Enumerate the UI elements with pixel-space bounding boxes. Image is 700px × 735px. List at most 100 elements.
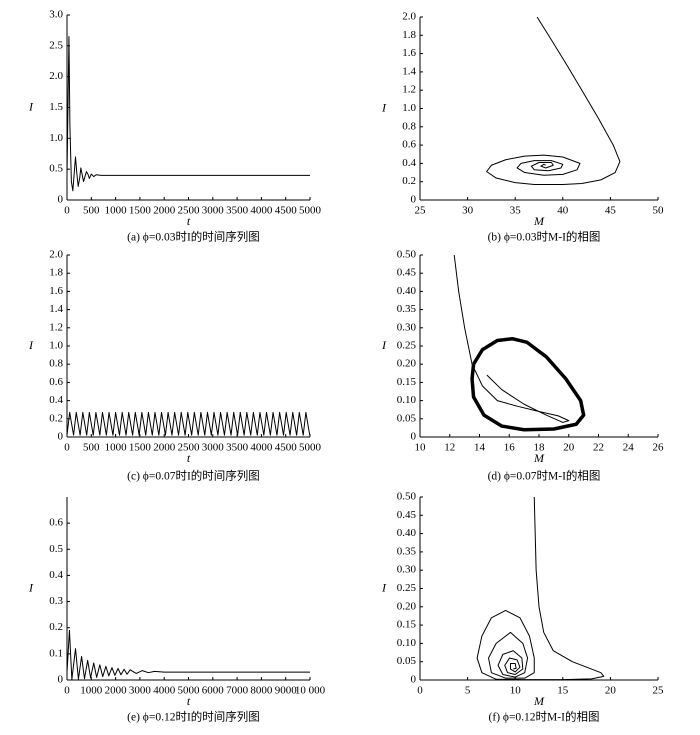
y-tick-label: 0.5 [49,163,63,175]
x-tick-label: 4500 [275,442,298,454]
x-tick-label: 40 [557,205,569,217]
y-tick-label: 1.2 [402,84,416,96]
x-tick-label: 5000 [299,205,322,217]
x-tick-label: 2000 [105,685,128,697]
y-tick-label: 0.6 [402,139,416,151]
caption: (a) ϕ=0.03时I的时间序列图 [127,230,260,244]
y-axis-label: I [381,100,387,114]
x-tick-label: 4000 [153,685,176,697]
x-tick-label: 35 [510,205,522,217]
y-tick-label: 0.30 [397,321,417,333]
x-tick-label: 500 [83,205,100,217]
x-axis-label: M [533,451,545,465]
x-tick-label: 20 [563,442,575,454]
y-tick-label: 0.2 [402,175,416,187]
x-axis-label: t [187,214,191,228]
y-tick-label: 2.0 [49,70,63,82]
y-tick-label: 2.5 [49,39,63,51]
data-line [66,36,310,192]
x-tick-label: 10 000 [295,685,326,697]
x-tick-label: 14 [474,442,486,454]
y-axis-label: I [28,580,34,594]
x-tick-label: 25 [653,685,665,697]
y-tick-label: 1.4 [402,65,416,77]
y-tick-label: 1.5 [49,101,63,113]
x-tick-label: 10 [415,442,427,454]
data-line [66,629,310,680]
data-line [453,254,570,423]
x-tick-label: 9000 [275,685,298,697]
x-tick-label: 5000 [178,685,201,697]
y-tick-label: 0.6 [49,376,63,388]
y-tick-label: 1.8 [49,267,63,279]
y-axis-label: I [381,338,387,352]
x-axis-label: M [533,214,545,228]
y-tick-label: 0.40 [397,527,417,539]
data-line [476,496,605,681]
y-tick-label: 1.6 [49,285,63,297]
y-tick-label: 3.0 [49,9,63,21]
y-tick-label: 0.35 [397,545,417,557]
x-tick-label: 1000 [105,205,128,217]
y-tick-label: 0.50 [397,249,417,261]
x-tick-label: 20 [605,685,617,697]
x-tick-label: 1000 [80,685,103,697]
x-tick-label: 25 [415,205,427,217]
caption: (d) ϕ=0.07时M-I的相图 [488,469,601,483]
x-tick-label: 12 [444,442,455,454]
caption: (f) ϕ=0.12时M-I的相图 [489,710,600,724]
y-tick-label: 0.20 [397,600,417,612]
x-tick-label: 4000 [250,442,273,454]
x-tick-label: 3000 [129,685,152,697]
y-tick-label: 1.0 [402,102,416,114]
x-tick-label: 4500 [275,205,298,217]
data-line [66,411,311,436]
y-tick-label: 0.8 [402,120,416,132]
y-tick-label: 0.45 [397,509,417,521]
y-tick-label: 0.4 [402,157,416,169]
caption: (e) ϕ=0.12时I的时间序列图 [127,710,260,724]
y-tick-label: 1.8 [402,29,416,41]
x-tick-label: 0 [64,205,70,217]
y-tick-label: 0 [411,674,417,686]
y-tick-label: 0.20 [397,358,417,370]
y-tick-label: 1.0 [49,132,63,144]
x-tick-label: 5000 [299,442,322,454]
y-tick-label: 0.15 [397,376,417,388]
y-tick-label: 0 [58,431,64,443]
x-axis-label: M [533,694,545,708]
y-tick-label: 0 [58,674,64,686]
y-tick-label: 1.2 [49,321,63,333]
y-tick-label: 2.0 [402,11,416,23]
y-tick-label: 0 [411,431,417,443]
y-tick-label: 0.50 [397,491,417,503]
y-tick-label: 0.1 [49,647,63,659]
data-line [486,16,621,185]
y-tick-label: 0.10 [397,637,417,649]
y-tick-label: 0.25 [397,582,417,594]
y-axis-label: I [28,99,34,113]
y-tick-label: 0.8 [49,358,63,370]
x-tick-label: 5 [465,685,471,697]
x-tick-label: 16 [504,442,516,454]
x-tick-label: 2000 [153,442,176,454]
caption: (b) ϕ=0.03时M-I的相图 [488,230,601,244]
y-tick-label: 0.3 [49,595,63,607]
x-tick-label: 500 [83,442,100,454]
y-tick-label: 0.5 [49,543,63,555]
x-tick-label: 0 [417,685,423,697]
x-tick-label: 3500 [226,442,249,454]
y-tick-label: 0.30 [397,564,417,576]
x-tick-label: 0 [64,442,70,454]
x-tick-label: 3500 [226,205,249,217]
y-tick-label: 1.0 [49,340,63,352]
x-tick-label: 3000 [202,205,225,217]
x-tick-label: 3000 [202,442,225,454]
y-tick-label: 0.05 [397,412,417,424]
x-tick-label: 24 [623,442,635,454]
y-axis-label: I [381,580,387,594]
y-axis-label: I [28,338,34,352]
x-tick-label: 2000 [153,205,176,217]
caption: (c) ϕ=0.07时I的时间序列图 [127,469,260,483]
x-tick-label: 4000 [250,205,273,217]
